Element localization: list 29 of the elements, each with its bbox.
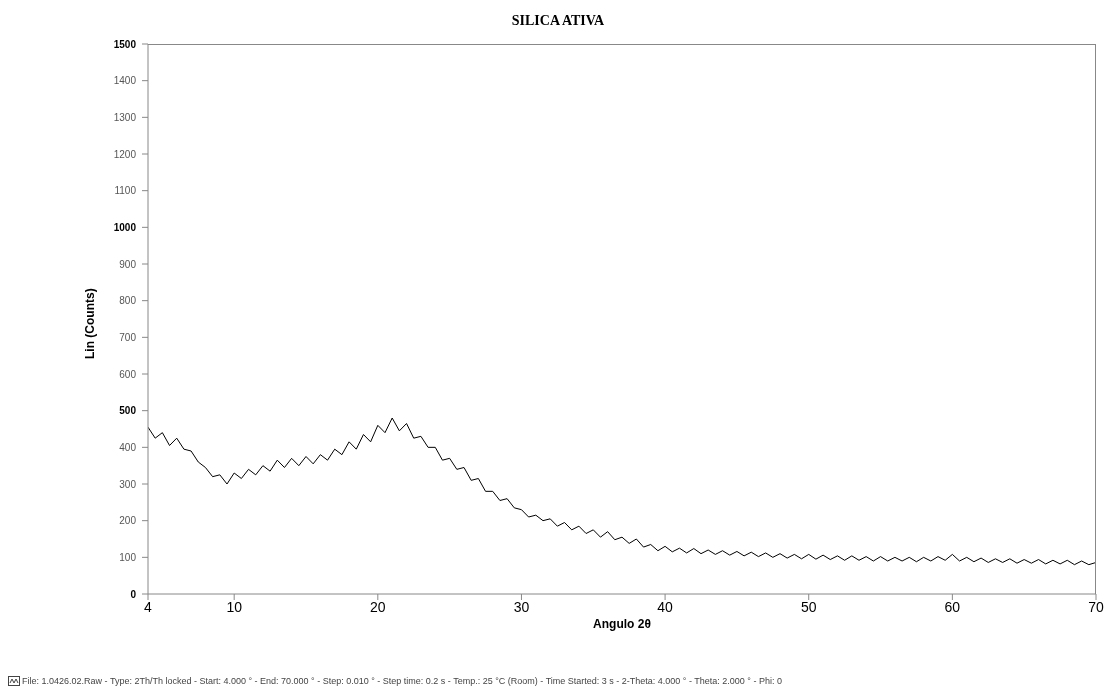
- chart-title: SILICA ATIVA: [510, 12, 606, 30]
- x-tick-label: 70: [1088, 598, 1104, 615]
- y-tick-label: 500: [119, 405, 137, 417]
- y-tick-label: 1300: [113, 111, 137, 123]
- y-tick-label: 1200: [113, 148, 137, 160]
- y-tick-label: 600: [119, 368, 137, 380]
- y-tick-label: 1000: [113, 221, 137, 233]
- y-tick-label: 300: [119, 478, 137, 490]
- x-tick-label: 10: [226, 598, 243, 615]
- x-tick-label: 20: [370, 598, 386, 615]
- y-tick-label: 800: [119, 295, 137, 307]
- y-axis-title: Lin (Counts): [83, 288, 98, 359]
- y-tick-label: 900: [119, 258, 137, 270]
- x-tick-label: 4: [144, 598, 153, 615]
- y-tick-label: 700: [119, 331, 137, 343]
- y-tick-label: 1400: [113, 75, 137, 87]
- y-tick-label: 0: [130, 588, 137, 600]
- x-tick-label: 30: [513, 598, 530, 615]
- x-tick-label: 60: [944, 598, 961, 615]
- y-tick-label: 1100: [114, 185, 137, 197]
- y-tick-label: 1500: [113, 38, 137, 50]
- line-series: [148, 417, 1096, 566]
- y-tick-label: 400: [119, 441, 137, 453]
- x-tick-label: 50: [800, 598, 817, 615]
- x-tick-label: 40: [657, 598, 674, 615]
- y-tick-label: 200: [119, 515, 137, 527]
- y-tick-label: 100: [119, 551, 137, 563]
- x-axis-title: Angulo 2θ: [593, 617, 651, 631]
- text: File: 1.0426.02.Raw - Type: 2Th/Th locked - Start: 4.000 ° - End: 70.000 ° - Step: 0.010 ° - Step time: 0.2 s - Temp.: 25 °C (Room) - Time Started: 3 s - 2-Theta: 4.000 ° - Theta: 2.000 ° - Phi: 0: [22, 676, 782, 686]
